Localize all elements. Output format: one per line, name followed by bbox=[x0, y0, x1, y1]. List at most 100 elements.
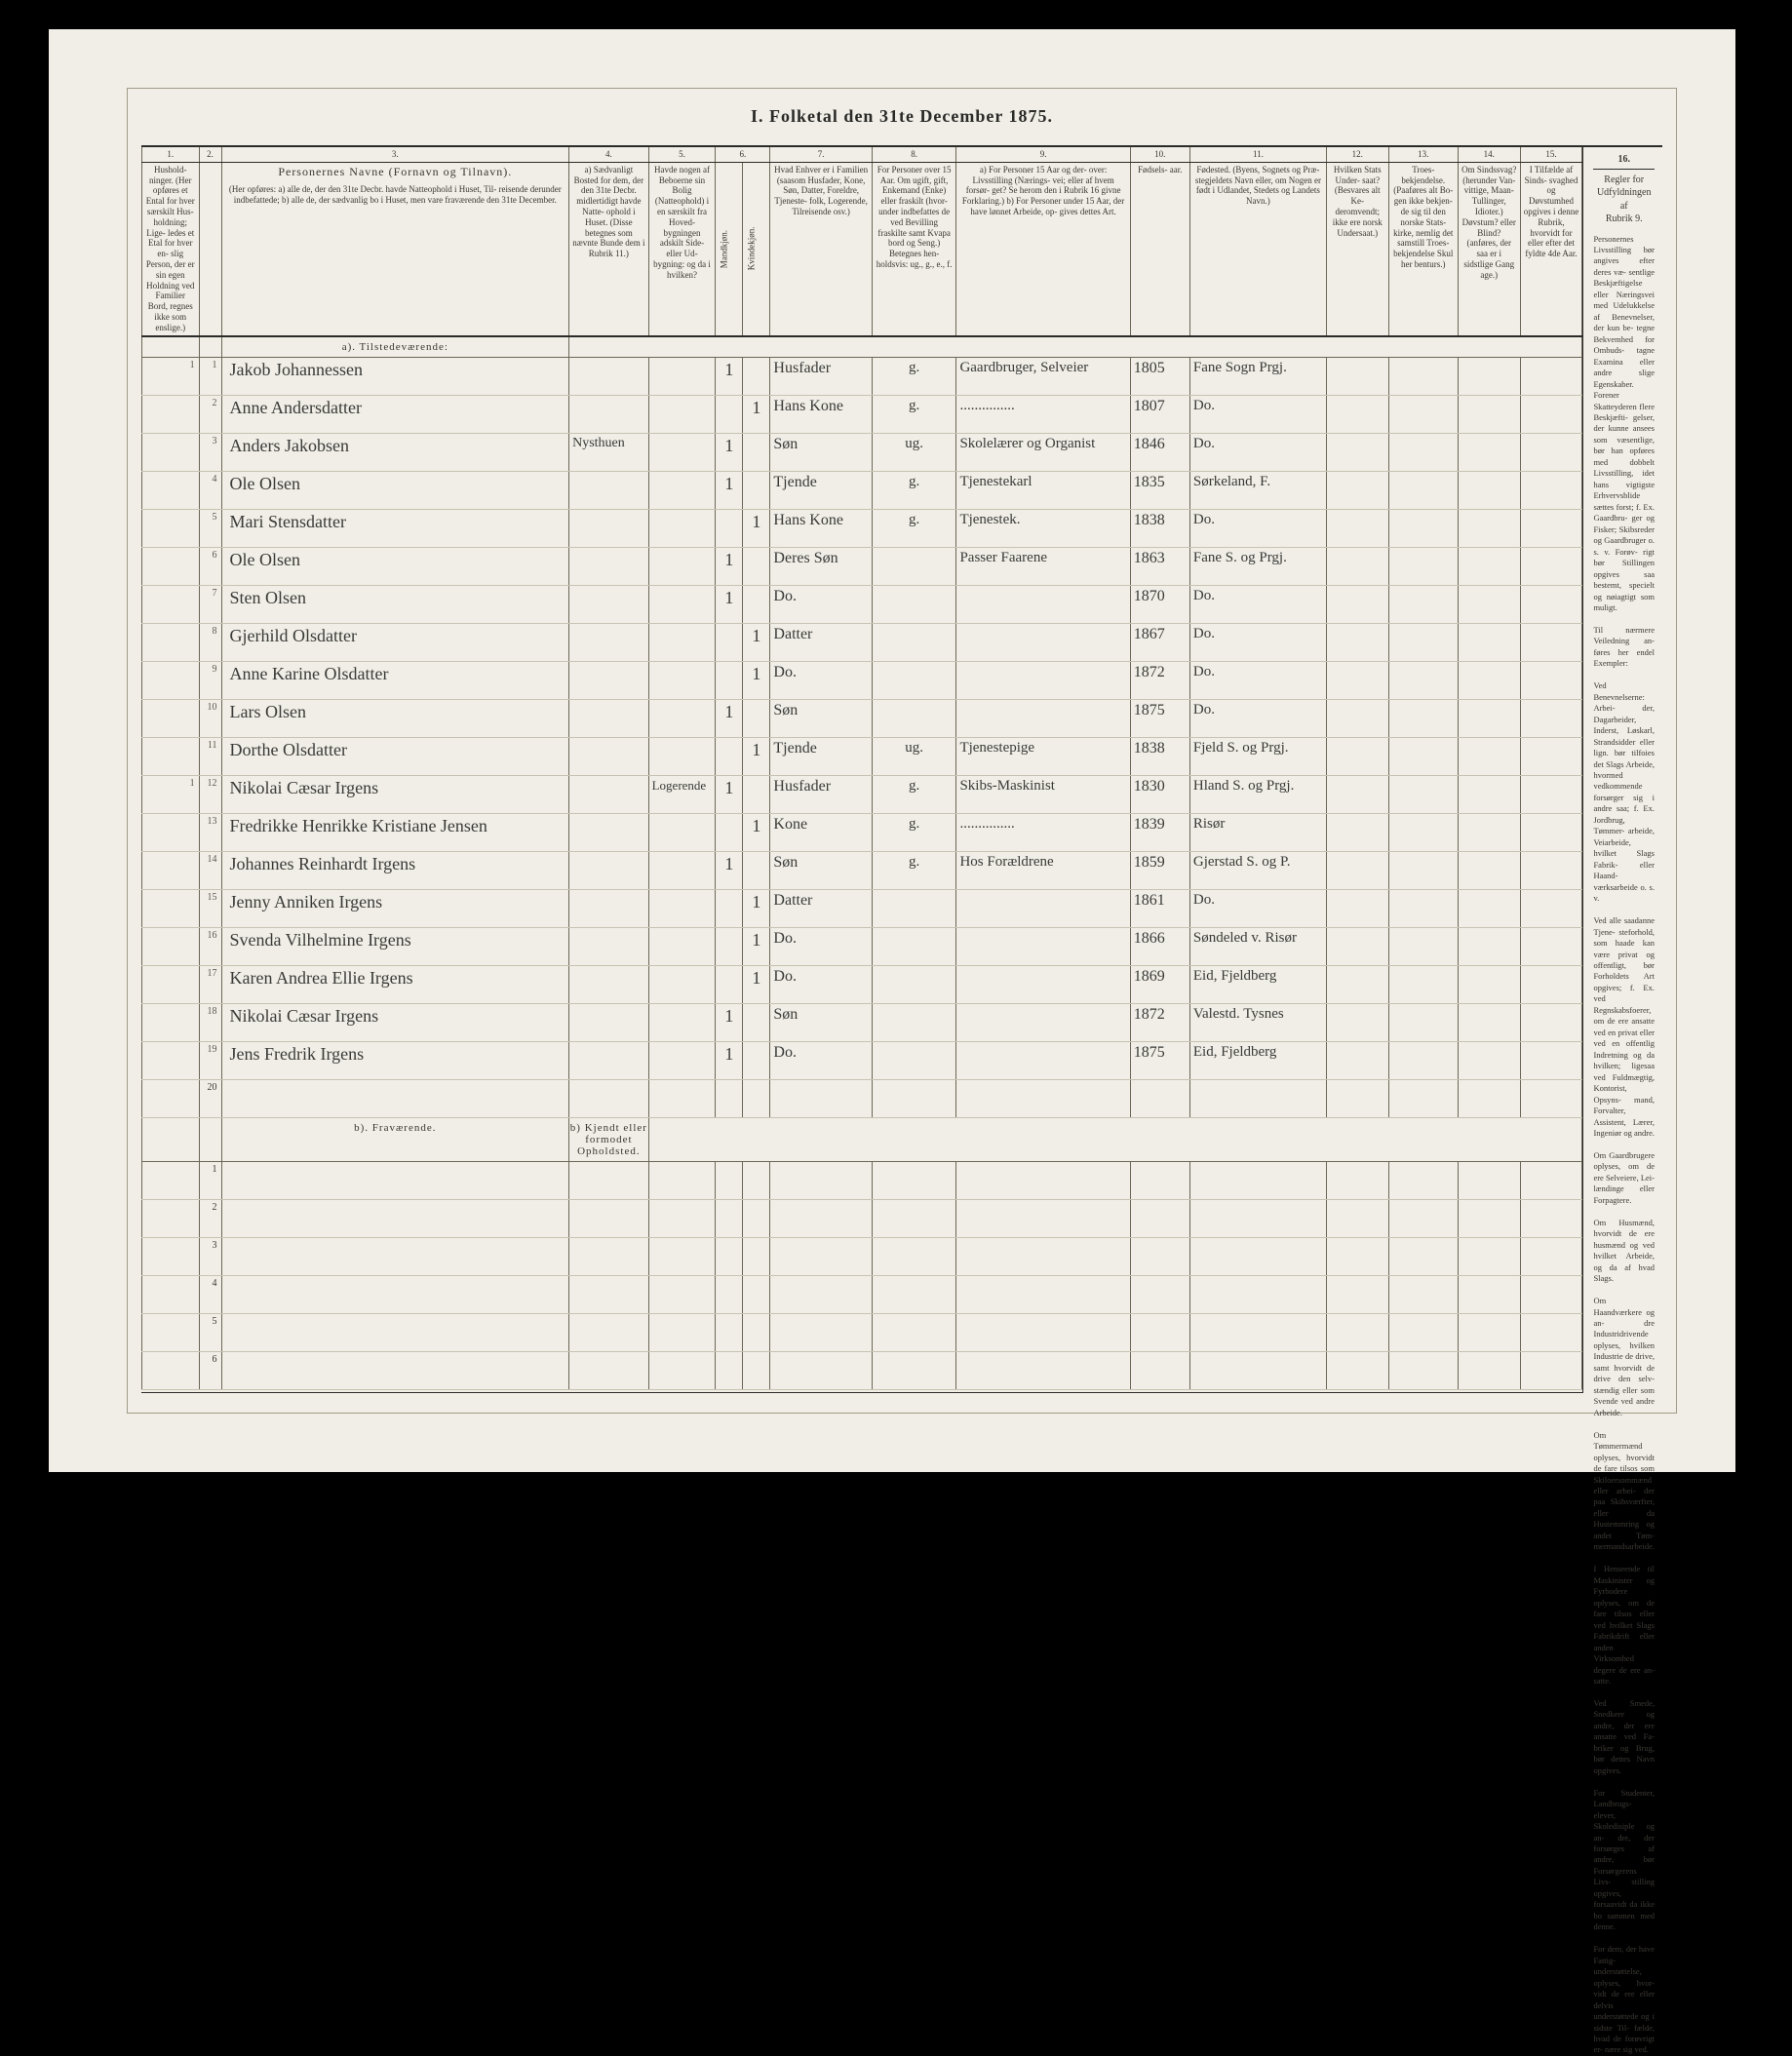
outbuilding bbox=[648, 585, 716, 623]
colnum-2: 2. bbox=[199, 147, 221, 162]
usual-residence bbox=[569, 585, 649, 623]
section-b-blank2 bbox=[199, 1117, 221, 1161]
section-b-blank1 bbox=[142, 1117, 200, 1161]
disability-age bbox=[1520, 699, 1582, 737]
birth-year: 1805 bbox=[1130, 357, 1189, 395]
religion bbox=[1388, 433, 1458, 471]
sex-male bbox=[716, 965, 743, 1003]
birth-year: 1861 bbox=[1130, 889, 1189, 927]
citizenship bbox=[1326, 585, 1388, 623]
sex-female bbox=[743, 433, 770, 471]
header-c3-title: Personernes Navne (Fornavn og Tilnavn). bbox=[225, 165, 566, 178]
person-name: Nikolai Cæsar Irgens bbox=[221, 775, 569, 813]
disability bbox=[1458, 471, 1520, 509]
section-a-blank3 bbox=[569, 336, 1582, 358]
usual-residence bbox=[569, 965, 649, 1003]
occupation: Hos Forældrene bbox=[956, 851, 1130, 889]
usual-residence bbox=[569, 813, 649, 851]
colnum-14: 14. bbox=[1458, 147, 1520, 162]
usual-residence: Nysthuen bbox=[569, 433, 649, 471]
citizenship bbox=[1326, 509, 1388, 547]
occupation: ............... bbox=[956, 813, 1130, 851]
sex-female: 1 bbox=[743, 813, 770, 851]
sex-female bbox=[743, 471, 770, 509]
household-no bbox=[142, 699, 200, 737]
outbuilding bbox=[648, 661, 716, 699]
section-a-blank2 bbox=[199, 336, 221, 358]
disability-age bbox=[1520, 471, 1582, 509]
header-c13: Troes- bekjendelse. (Paaføres alt Bo- ge… bbox=[1388, 162, 1458, 335]
row-number: 2 bbox=[199, 395, 221, 433]
sex-female bbox=[743, 699, 770, 737]
citizenship bbox=[1326, 471, 1388, 509]
marital-status: g. bbox=[872, 851, 956, 889]
disability bbox=[1458, 357, 1520, 395]
table-row: 6Ole Olsen1Deres SønPasser Faarene1863Fa… bbox=[142, 547, 1582, 585]
person-name: Jenny Anniken Irgens bbox=[221, 889, 569, 927]
sex-female bbox=[743, 775, 770, 813]
occupation bbox=[956, 889, 1130, 927]
census-table: 1. 2. 3. 4. 5. 6. 7. 8. 9. 10. 11. 12. 1… bbox=[141, 147, 1582, 1390]
header-c3-body: (Her opføres: a) alle de, der den 31te D… bbox=[225, 184, 566, 206]
marital-status: g. bbox=[872, 509, 956, 547]
row-number: 4 bbox=[199, 1275, 221, 1313]
outbuilding: Logerende bbox=[648, 775, 716, 813]
citizenship bbox=[1326, 433, 1388, 471]
table-row: 8Gjerhild Olsdatter1Datter1867Do. bbox=[142, 623, 1582, 661]
header-c12: Hvilken Stats Under- saat? (Besvares alt… bbox=[1326, 162, 1388, 335]
person-name: Svenda Vilhelmine Irgens bbox=[221, 927, 569, 965]
sex-male bbox=[716, 395, 743, 433]
main-table-area: 1. 2. 3. 4. 5. 6. 7. 8. 9. 10. 11. 12. 1… bbox=[141, 145, 1582, 1393]
table-row: 2 bbox=[142, 1199, 1582, 1237]
birth-place: Do. bbox=[1189, 661, 1326, 699]
birth-place: Fane Sogn Prgj. bbox=[1189, 357, 1326, 395]
birth-year: 1872 bbox=[1130, 661, 1189, 699]
citizenship bbox=[1326, 1041, 1388, 1079]
marital-status bbox=[872, 661, 956, 699]
birth-year: 1863 bbox=[1130, 547, 1189, 585]
sex-male bbox=[716, 927, 743, 965]
disability-age bbox=[1520, 661, 1582, 699]
religion bbox=[1388, 775, 1458, 813]
sex-male: 1 bbox=[716, 851, 743, 889]
citizenship bbox=[1326, 927, 1388, 965]
sex-female: 1 bbox=[743, 927, 770, 965]
table-row: 16Svenda Vilhelmine Irgens1Do.1866Søndel… bbox=[142, 927, 1582, 965]
table-row: 1 bbox=[142, 1161, 1582, 1199]
outbuilding bbox=[648, 1041, 716, 1079]
disability-age bbox=[1520, 775, 1582, 813]
sex-male: 1 bbox=[716, 471, 743, 509]
occupation: Tjenestepige bbox=[956, 737, 1130, 775]
usual-residence bbox=[569, 661, 649, 699]
outbuilding bbox=[648, 395, 716, 433]
birth-year: 1866 bbox=[1130, 927, 1189, 965]
marital-status: g. bbox=[872, 357, 956, 395]
person-name: Gjerhild Olsdatter bbox=[221, 623, 569, 661]
table-row: 11Jakob Johannessen1Husfaderg.Gaardbruge… bbox=[142, 357, 1582, 395]
table-row: 3Anders JakobsenNysthuen1Sønug.Skolelære… bbox=[142, 433, 1582, 471]
disability bbox=[1458, 965, 1520, 1003]
birth-place: Do. bbox=[1189, 395, 1326, 433]
occupation: Tjenestek. bbox=[956, 509, 1130, 547]
household-no bbox=[142, 737, 200, 775]
sex-female: 1 bbox=[743, 661, 770, 699]
usual-residence bbox=[569, 623, 649, 661]
sex-female: 1 bbox=[743, 623, 770, 661]
religion bbox=[1388, 471, 1458, 509]
usual-residence bbox=[569, 737, 649, 775]
header-c14: Om Sindssvag? (herunder Van- vittige, Ma… bbox=[1458, 162, 1520, 335]
disability bbox=[1458, 433, 1520, 471]
family-relation: Do. bbox=[770, 1041, 872, 1079]
row-number: 7 bbox=[199, 585, 221, 623]
family-relation: Husfader bbox=[770, 357, 872, 395]
marital-status bbox=[872, 547, 956, 585]
outbuilding bbox=[648, 357, 716, 395]
household-no bbox=[142, 1275, 200, 1313]
sex-female bbox=[743, 357, 770, 395]
person-name: Anne Karine Olsdatter bbox=[221, 661, 569, 699]
outbuilding bbox=[648, 851, 716, 889]
religion bbox=[1388, 661, 1458, 699]
colnum-1: 1. bbox=[142, 147, 200, 162]
household-no bbox=[142, 1351, 200, 1389]
disability-age bbox=[1520, 851, 1582, 889]
